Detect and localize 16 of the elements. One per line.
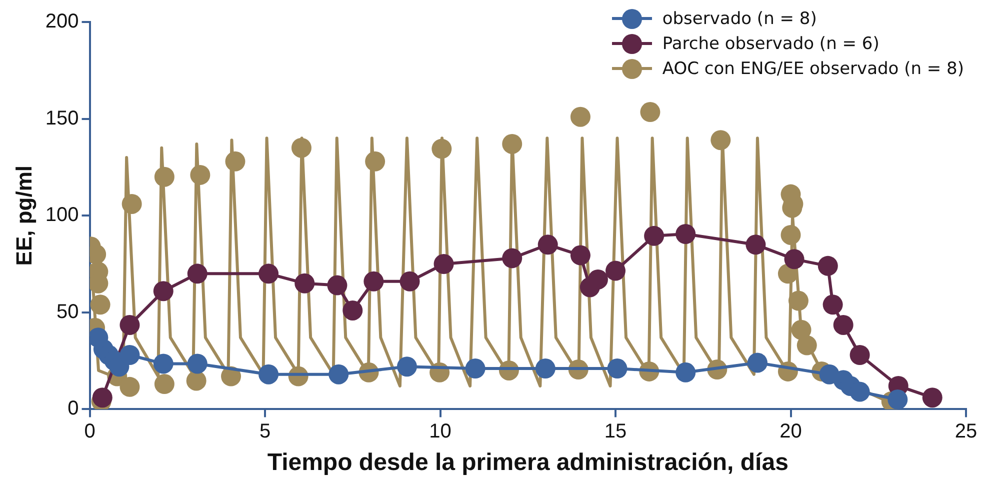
x-axis-title: Tiempo desde la primera administración, días: [267, 449, 788, 476]
x-tick-label: 5: [259, 420, 271, 443]
legend-label: Parche observado (n = 6): [662, 34, 880, 54]
legend-label: AOC con ENG/EE observado (n = 8): [662, 58, 964, 78]
y-axis-title: EE, pg/ml: [11, 165, 36, 266]
y-tick-label: 200: [45, 10, 79, 33]
y-tick-label: 150: [45, 107, 79, 130]
x-tick-label: 25: [954, 420, 978, 443]
y-tick-label: 50: [56, 300, 79, 323]
legend-label: observado (n = 8): [662, 8, 817, 28]
y-tick-label: 100: [45, 204, 79, 226]
y-tick-label: 0: [68, 398, 79, 420]
x-tick-label: 15: [604, 420, 627, 443]
x-tick-label: 0: [84, 420, 96, 443]
x-tick-label: 10: [429, 420, 452, 443]
x-tick-label: 20: [780, 420, 802, 443]
